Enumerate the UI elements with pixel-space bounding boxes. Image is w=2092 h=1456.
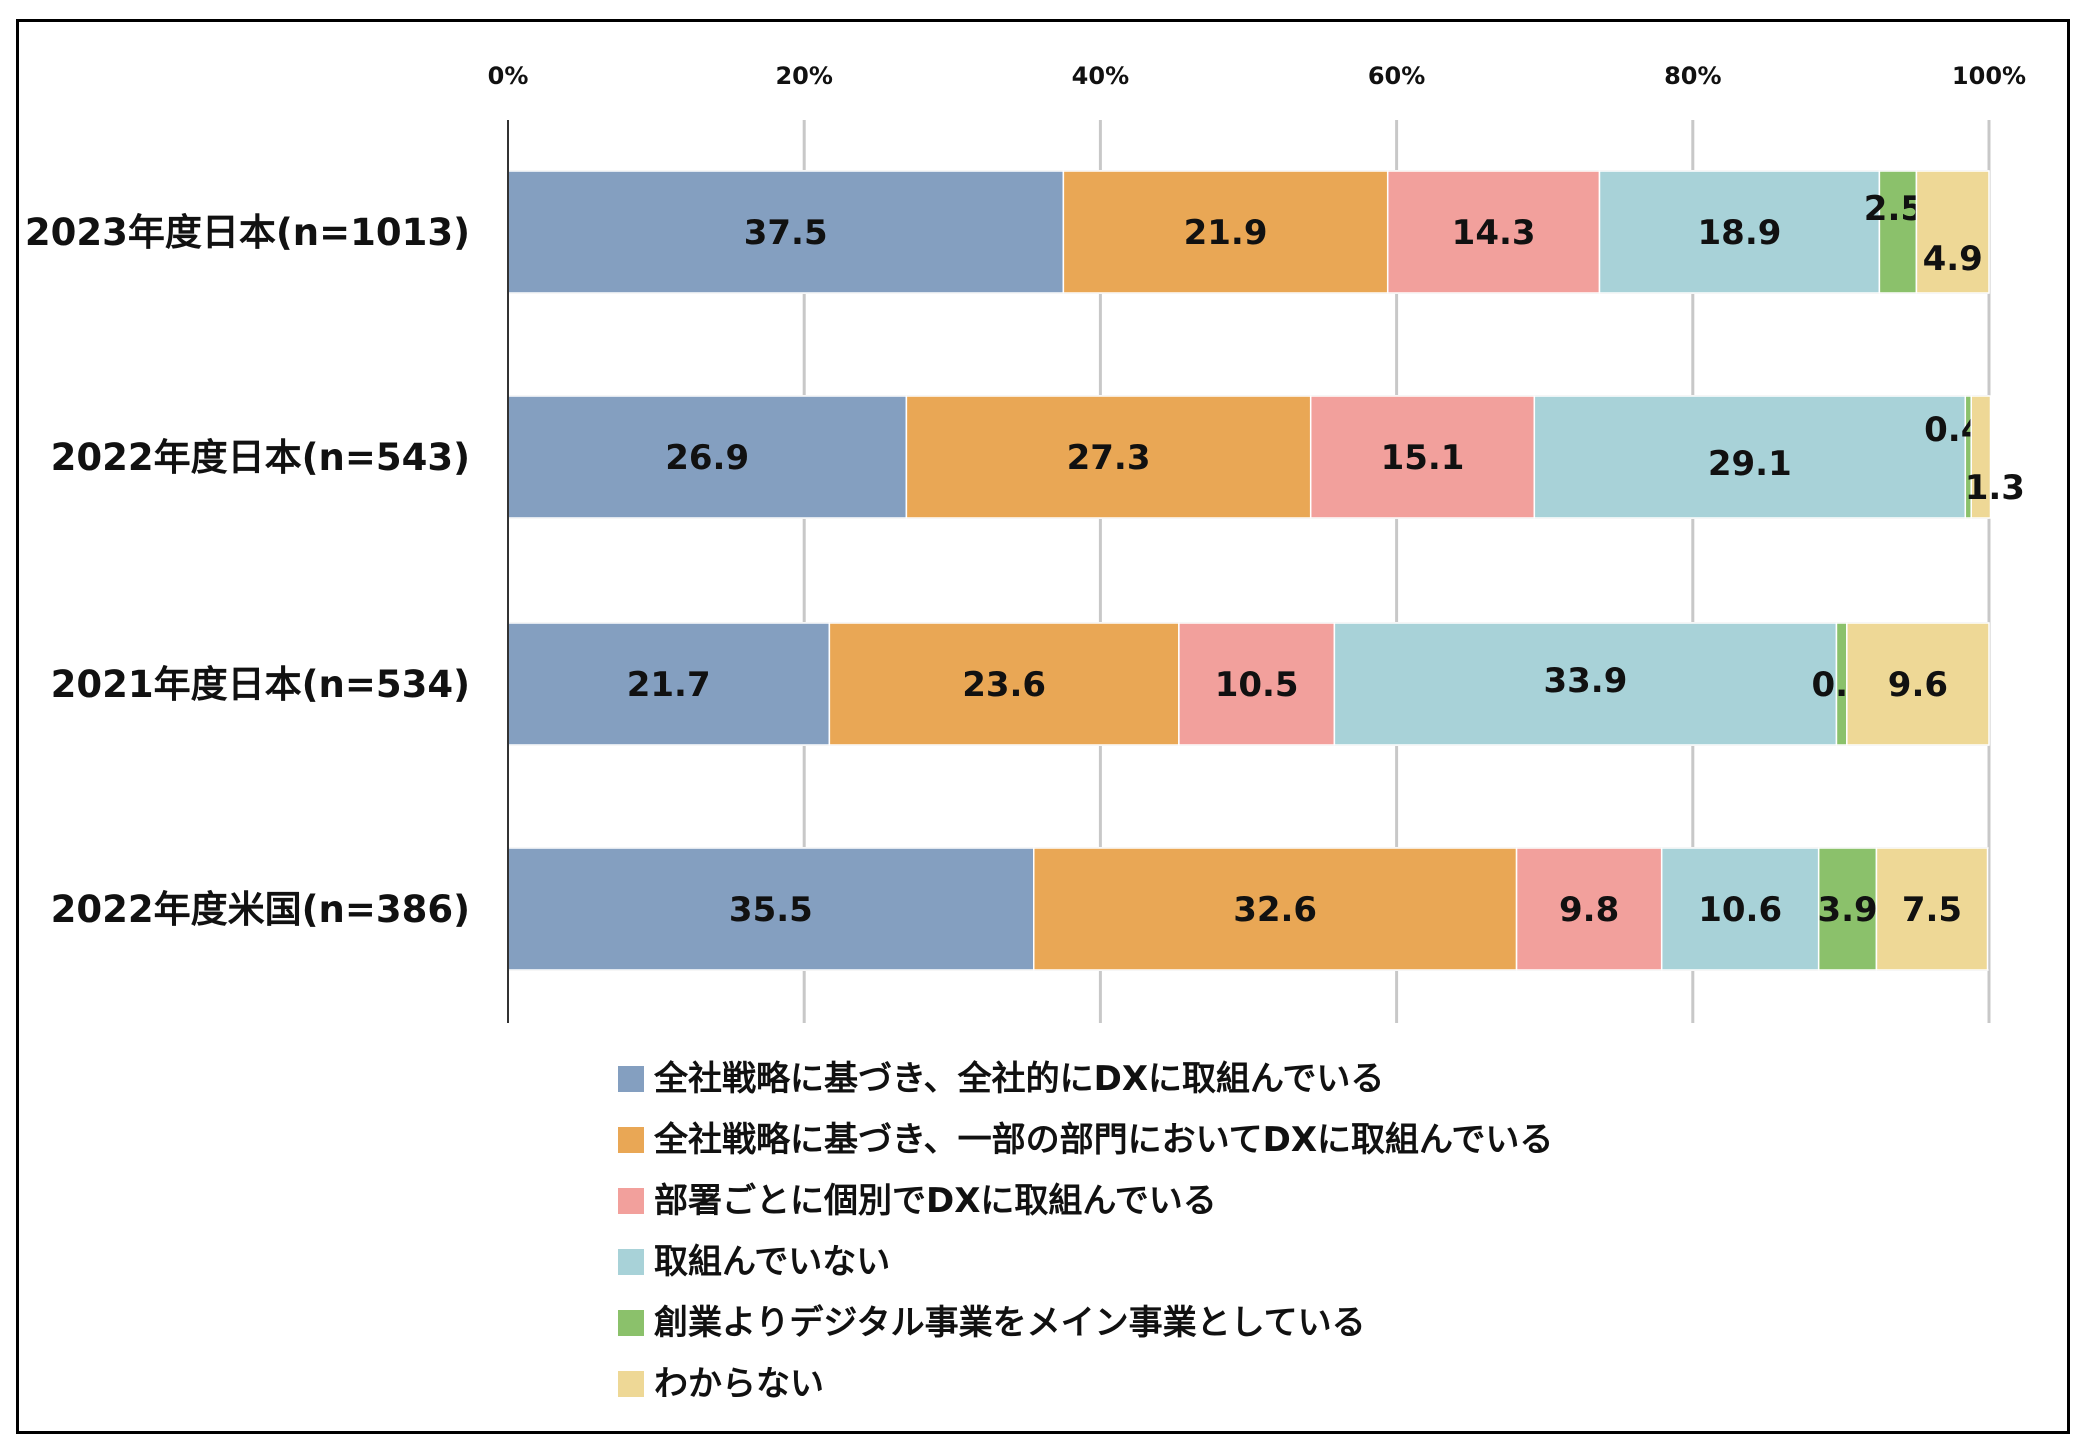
data-label: 10.6 — [1698, 890, 1782, 930]
data-label: 27.3 — [1067, 438, 1151, 478]
bar-segment — [1817, 847, 1878, 971]
category-label: 2021年度日本(n=534) — [51, 663, 470, 706]
bar-segment — [1660, 847, 1820, 971]
data-label: 37.5 — [744, 213, 828, 253]
bar-segment — [1386, 170, 1601, 294]
legend-label: 創業よりデジタル事業をメイン事業としている — [654, 1303, 1366, 1343]
bar-segment — [1846, 622, 1990, 746]
bar-segment — [828, 622, 1180, 746]
data-label: 3.9 — [1817, 890, 1877, 930]
bar-segment — [1178, 622, 1336, 746]
data-label: 9.6 — [1888, 665, 1948, 705]
x-tick-label: 20% — [775, 62, 832, 90]
legend-swatch — [618, 1066, 644, 1092]
bar-segment — [1309, 395, 1536, 519]
bar-segment — [507, 395, 908, 519]
data-label: 29.1 — [1708, 444, 1792, 484]
data-label: 21.7 — [627, 665, 711, 705]
legend-label: 全社戦略に基づき、一部の部門においてDXに取組んでいる — [653, 1120, 1553, 1160]
data-label: 23.6 — [962, 665, 1046, 705]
data-label: 26.9 — [665, 438, 749, 478]
data-label: 15.1 — [1381, 438, 1465, 478]
legend-label: 全社戦略に基づき、全社的にDXに取組んでいる — [653, 1059, 1384, 1099]
legend-label: 部署ごとに個別でDXに取組んでいる — [654, 1181, 1217, 1221]
x-tick-label: 40% — [1072, 62, 1129, 90]
data-label: 4.9 — [1923, 239, 1983, 279]
data-label: 32.6 — [1233, 890, 1317, 930]
chart-frame — [16, 19, 2070, 1434]
x-tick-label: 100% — [1952, 62, 2026, 90]
data-label: 10.5 — [1215, 665, 1299, 705]
bar-segment — [1598, 170, 1881, 294]
data-label: 35.5 — [729, 890, 813, 930]
legend-swatch — [618, 1371, 644, 1397]
legend-swatch — [618, 1310, 644, 1336]
bar-segment — [1533, 395, 1967, 519]
bar-segment — [1915, 170, 1990, 294]
category-label: 2022年度日本(n=543) — [51, 436, 470, 479]
bar-segment — [1875, 847, 1989, 971]
x-tick-label: 0% — [488, 62, 529, 90]
bar-segment — [1062, 170, 1389, 294]
x-tick-label: 60% — [1368, 62, 1425, 90]
bar-segment — [1970, 395, 1992, 519]
x-tick-label: 80% — [1664, 62, 1721, 90]
bar-segment — [1878, 170, 1918, 294]
data-label: 33.9 — [1543, 661, 1627, 701]
bar-segment — [1033, 847, 1518, 971]
bar-segment — [1333, 622, 1838, 746]
bar-segment — [1515, 847, 1663, 971]
legend-swatch — [618, 1127, 644, 1153]
data-label: 21.9 — [1184, 213, 1268, 253]
data-label: 2.5 — [1864, 189, 1924, 229]
legend-label: わからない — [654, 1364, 824, 1404]
bar-segment — [507, 622, 831, 746]
data-label: 18.9 — [1698, 213, 1782, 253]
data-label: 14.3 — [1452, 213, 1536, 253]
bar-segment — [905, 395, 1312, 519]
category-label: 2022年度米国(n=386) — [51, 888, 470, 931]
data-label: 7.5 — [1902, 890, 1962, 930]
data-label: 9.8 — [1559, 890, 1619, 930]
legend-swatch — [618, 1188, 644, 1214]
category-label: 2023年度日本(n=1013) — [25, 211, 470, 254]
data-label: 1.3 — [1965, 468, 2025, 508]
legend-label: 取組んでいない — [654, 1242, 890, 1282]
legend-swatch — [618, 1249, 644, 1275]
